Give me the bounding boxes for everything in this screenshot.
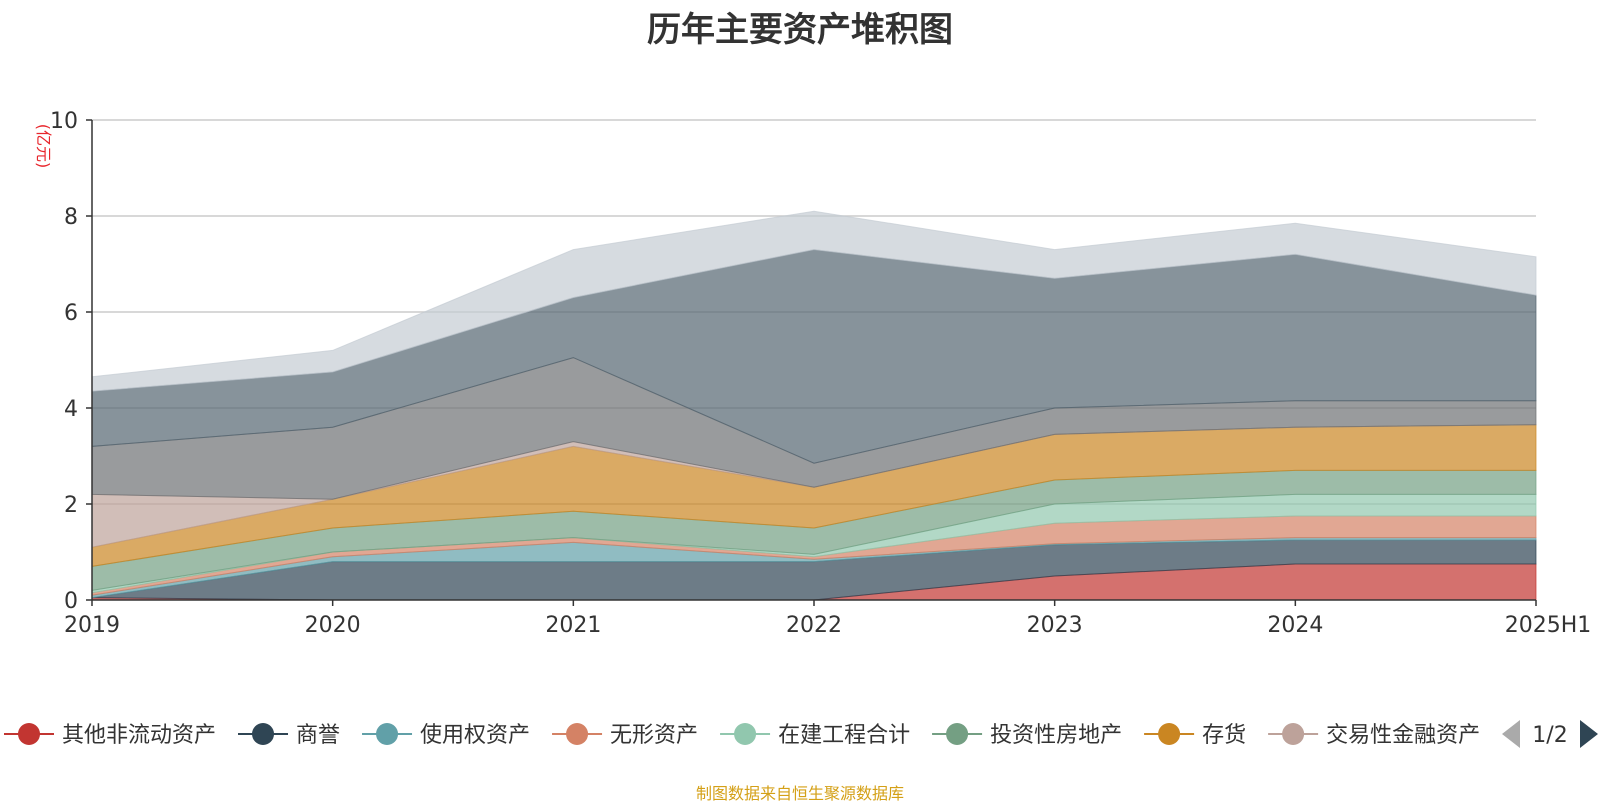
stacked-areas	[91, 210, 1537, 601]
y-tick-label: 10	[50, 109, 78, 134]
legend-item[interactable]: 在建工程合计	[720, 723, 910, 748]
chart-title: 历年主要资产堆积图	[647, 10, 953, 50]
legend-item[interactable]: 无形资产	[552, 723, 698, 748]
y-axis-ticks: 0 2 4 6 8 10	[50, 109, 92, 614]
legend-circle-icon	[252, 723, 275, 745]
legend-page-indicator: 1/2	[1532, 723, 1567, 748]
legend-circle-icon	[946, 723, 969, 745]
area-series-10	[91, 210, 1537, 392]
legend-item[interactable]: 投资性房地产	[932, 723, 1122, 748]
x-tick-label: 2019	[64, 613, 120, 638]
legend-label: 无形资产	[610, 723, 698, 748]
y-tick-label: 4	[64, 397, 78, 422]
legend-item[interactable]: 其他非流动资产	[4, 723, 216, 748]
x-tick-label: 2024	[1267, 613, 1323, 638]
y-tick-label: 2	[64, 493, 78, 518]
y-tick-label: 6	[64, 301, 78, 326]
legend-item[interactable]: 使用权资产	[362, 723, 530, 748]
legend-circle-icon	[376, 723, 399, 745]
legend-prev-icon[interactable]	[1502, 720, 1520, 748]
legend-label: 交易性金融资产	[1326, 723, 1480, 748]
legend-item[interactable]: 存货	[1144, 723, 1246, 748]
x-tick-label: 2021	[545, 613, 601, 638]
y-tick-label: 0	[64, 589, 78, 614]
legend-circle-icon	[18, 723, 40, 745]
legend-item[interactable]: 交易性金融资产	[1268, 723, 1480, 748]
legend-next-icon[interactable]	[1580, 720, 1598, 748]
x-tick-label: 2022	[786, 613, 842, 638]
legend-item[interactable]: 商誉	[238, 723, 340, 748]
legend-label: 投资性房地产	[990, 723, 1122, 748]
legend-pager: 1/2	[1502, 720, 1598, 748]
y-tick-label: 8	[64, 205, 78, 230]
x-tick-label: 2023	[1027, 613, 1083, 638]
legend-circle-icon	[734, 723, 757, 745]
legend-circle-icon	[1282, 723, 1305, 745]
y-axis-unit-label: (亿元)	[34, 124, 53, 169]
legend-label: 使用权资产	[420, 723, 530, 748]
source-note: 制图数据来自恒生聚源数据库	[695, 784, 904, 803]
x-tick-label: 2025H1	[1505, 613, 1592, 638]
legend-label: 商誉	[296, 723, 340, 748]
legend-circle-icon	[566, 723, 589, 745]
legend-label: 在建工程合计	[778, 723, 910, 748]
x-tick-label: 2020	[305, 613, 361, 638]
x-axis-ticks: 2019 2020 2021 2022 2023 2024 2025H1	[64, 600, 1591, 638]
legend: 其他非流动资产 商誉 使用权资产 无形资产 在建工程合计 投资性房地产 存货 交易性金融资产	[4, 723, 1480, 748]
legend-circle-icon	[1158, 723, 1181, 745]
legend-label: 存货	[1202, 723, 1246, 748]
legend-label: 其他非流动资产	[62, 723, 216, 748]
